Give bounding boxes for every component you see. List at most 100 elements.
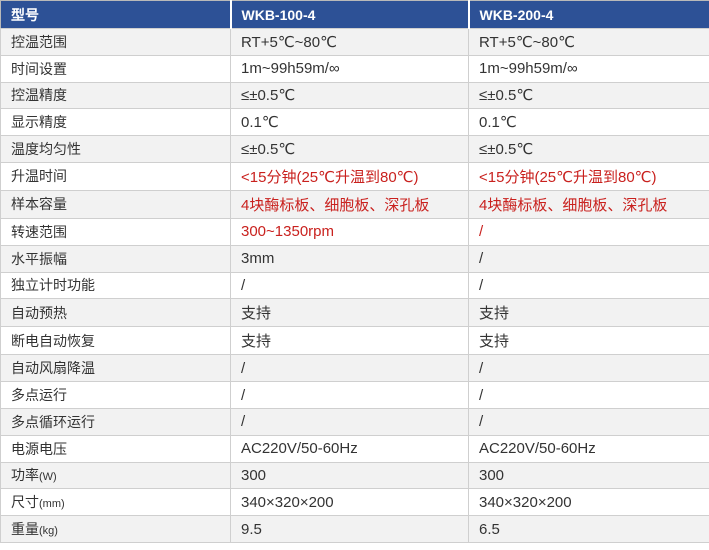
spec-value-wkb-200-4: / — [468, 354, 709, 383]
spec-label-cell: 升温时间 — [0, 161, 231, 191]
spec-value-wkb-100-4: 300 — [230, 461, 469, 490]
spec-value-wkb-100-4: 3mm — [230, 244, 469, 273]
spec-value-wkb-100-4: <15分钟(25℃升温到80℃) — [230, 161, 469, 191]
table-row: 控温精度 ≤±0.5℃ ≤±0.5℃ — [0, 81, 709, 110]
spec-label-cell: 断电自动恢复 — [0, 326, 231, 356]
spec-value-wkb-100-4: ≤±0.5℃ — [230, 135, 469, 163]
spec-value-wkb-100-4: 0.1℃ — [230, 108, 469, 137]
spec-label-cell: 自动预热 — [0, 298, 231, 328]
spec-label-cell: 重量(kg) — [0, 515, 231, 543]
spec-value-wkb-100-4: ≤±0.5℃ — [230, 81, 469, 110]
table-row: 转速范围 300~1350rpm / — [0, 218, 709, 246]
spec-value-wkb-200-4: 6.5 — [468, 515, 709, 543]
table-row: 重量(kg) 9.5 6.5 — [0, 515, 709, 543]
spec-label-cell: 控温范围 — [0, 28, 231, 56]
spec-label: 断电自动恢复 — [11, 332, 95, 349]
table-row: 尺寸(mm) 340×320×200 340×320×200 — [0, 488, 709, 517]
spec-value-wkb-200-4: 支持 — [468, 326, 709, 356]
table-row: 断电自动恢复 支持 支持 — [0, 326, 709, 356]
col-header-wkb-200-4: WKB-200-4 — [467, 0, 709, 29]
spec-label: 自动风扇降温 — [11, 360, 95, 377]
spec-label-cell: 水平振幅 — [0, 244, 231, 273]
spec-value-wkb-100-4: 300~1350rpm — [230, 218, 469, 246]
table-row: 水平振幅 3mm / — [0, 244, 709, 273]
spec-value-wkb-100-4: 支持 — [230, 298, 469, 328]
spec-value-wkb-200-4: / — [468, 218, 709, 246]
spec-label-cell: 独立计时功能 — [0, 271, 231, 300]
col-header-model: 型号 — [0, 0, 231, 29]
table-header-row: 型号 WKB-100-4 WKB-200-4 — [0, 0, 709, 29]
spec-value-wkb-100-4: RT+5℃~80℃ — [230, 28, 469, 56]
spec-label-cell: 自动风扇降温 — [0, 354, 231, 383]
table-row: 多点循环运行 / / — [0, 408, 709, 436]
spec-label-cell: 显示精度 — [0, 108, 231, 137]
spec-value-wkb-200-4: / — [468, 381, 709, 409]
spec-value-wkb-200-4: / — [468, 271, 709, 300]
spec-label: 温度均匀性 — [11, 141, 81, 158]
spec-value-wkb-200-4: 支持 — [468, 298, 709, 328]
spec-label-cell: 转速范围 — [0, 218, 231, 246]
spec-value-wkb-200-4: 1m~99h59m/∞ — [468, 54, 709, 83]
spec-value-wkb-200-4: <15分钟(25℃升温到80℃) — [468, 161, 709, 191]
spec-value-wkb-100-4: 支持 — [230, 326, 469, 356]
spec-value-wkb-200-4: 340×320×200 — [468, 488, 709, 517]
spec-value-wkb-200-4: 0.1℃ — [468, 108, 709, 137]
spec-label: 样本容量 — [11, 196, 67, 213]
spec-value-wkb-100-4: 9.5 — [230, 515, 469, 543]
spec-label: 升温时间 — [11, 168, 67, 185]
spec-value-wkb-200-4: AC220V/50-60Hz — [468, 434, 709, 463]
table-row: 样本容量 4块酶标板、细胞板、深孔板 4块酶标板、细胞板、深孔板 — [0, 189, 709, 220]
table-row: 显示精度 0.1℃ 0.1℃ — [0, 108, 709, 137]
spec-value-wkb-100-4: 1m~99h59m/∞ — [230, 54, 469, 83]
spec-label: 控温精度 — [11, 87, 67, 104]
spec-label: 电源电压 — [11, 440, 67, 457]
spec-value-wkb-100-4: / — [230, 408, 469, 436]
spec-value-wkb-200-4: 4块酶标板、细胞板、深孔板 — [468, 189, 709, 220]
spec-value-wkb-100-4: / — [230, 354, 469, 383]
table-row: 独立计时功能 / / — [0, 271, 709, 300]
spec-label-cell: 控温精度 — [0, 81, 231, 110]
table-row: 升温时间 <15分钟(25℃升温到80℃) <15分钟(25℃升温到80℃) — [0, 161, 709, 191]
spec-value-wkb-100-4: AC220V/50-60Hz — [230, 434, 469, 463]
spec-label-unit: (W) — [39, 471, 57, 484]
spec-label: 转速范围 — [11, 223, 67, 240]
table-row: 多点运行 / / — [0, 381, 709, 409]
spec-label-unit: (mm) — [39, 498, 65, 511]
spec-value-wkb-200-4: / — [468, 244, 709, 273]
spec-label: 功率 — [11, 467, 39, 484]
table-row: 时间设置 1m~99h59m/∞ 1m~99h59m/∞ — [0, 54, 709, 83]
table-row: 自动风扇降温 / / — [0, 354, 709, 383]
spec-label: 独立计时功能 — [11, 277, 95, 294]
spec-value-wkb-100-4: / — [230, 271, 469, 300]
col-header-wkb-100-4: WKB-100-4 — [229, 0, 469, 29]
spec-label: 多点循环运行 — [11, 413, 95, 430]
spec-value-wkb-200-4: / — [468, 408, 709, 436]
spec-label: 重量 — [11, 521, 39, 538]
spec-value-wkb-100-4: / — [230, 381, 469, 409]
table-row: 自动预热 支持 支持 — [0, 298, 709, 328]
spec-label: 控温范围 — [11, 33, 67, 50]
spec-value-wkb-200-4: RT+5℃~80℃ — [468, 28, 709, 56]
spec-label: 显示精度 — [11, 114, 67, 131]
spec-table-body: 控温范围 RT+5℃~80℃ RT+5℃~80℃ 时间设置 1m~99h59m/… — [0, 28, 709, 543]
spec-label-unit: (kg) — [39, 525, 58, 538]
spec-label-cell: 时间设置 — [0, 54, 231, 83]
spec-label-cell: 功率(W) — [0, 461, 231, 490]
spec-value-wkb-200-4: ≤±0.5℃ — [468, 81, 709, 110]
spec-label-cell: 尺寸(mm) — [0, 488, 231, 517]
table-row: 温度均匀性 ≤±0.5℃ ≤±0.5℃ — [0, 135, 709, 163]
spec-label-cell: 电源电压 — [0, 434, 231, 463]
spec-label-cell: 多点循环运行 — [0, 408, 231, 436]
spec-label: 水平振幅 — [11, 250, 67, 267]
spec-label: 时间设置 — [11, 60, 67, 77]
spec-label-cell: 样本容量 — [0, 189, 231, 220]
spec-label: 尺寸 — [11, 494, 39, 511]
spec-label: 多点运行 — [11, 387, 67, 404]
spec-value-wkb-200-4: 300 — [468, 461, 709, 490]
table-row: 电源电压 AC220V/50-60Hz AC220V/50-60Hz — [0, 434, 709, 463]
spec-value-wkb-100-4: 340×320×200 — [230, 488, 469, 517]
spec-value-wkb-100-4: 4块酶标板、细胞板、深孔板 — [230, 189, 469, 220]
spec-label-cell: 多点运行 — [0, 381, 231, 409]
table-row: 功率(W) 300 300 — [0, 461, 709, 490]
